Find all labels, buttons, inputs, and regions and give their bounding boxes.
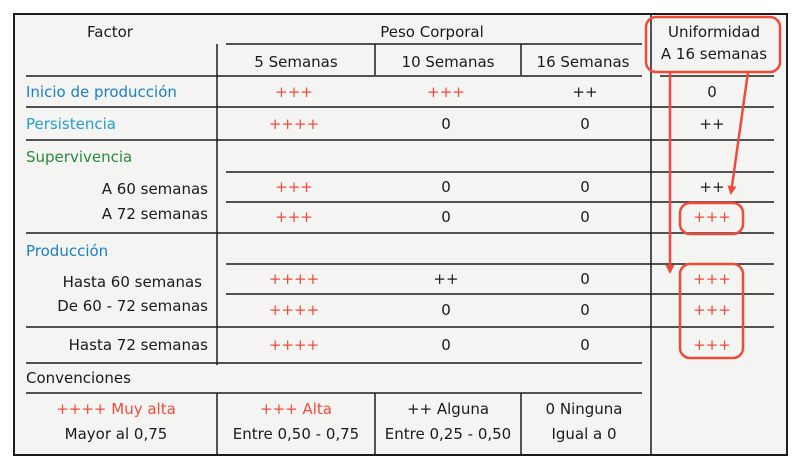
- uniformidad-highlight-box: [644, 15, 782, 74]
- inicio-5-semanas: +++: [275, 83, 313, 101]
- produccion-highlight-box: [678, 262, 745, 360]
- prod-h60-5-semanas: ++++: [268, 270, 320, 288]
- sup-60-16-semanas: 0: [580, 178, 590, 196]
- convenciones-title: Convenciones: [26, 369, 131, 387]
- header-10-semanas: 10 Semanas: [401, 53, 495, 71]
- conv-alguna: ++ Alguna: [406, 400, 490, 418]
- conv-alta-range: Entre 0,50 - 0,75: [232, 425, 360, 443]
- conv-muy-alta-range: Mayor al 0,75: [64, 425, 168, 443]
- header-16-semanas: 16 Semanas: [536, 53, 630, 71]
- table-background: [13, 13, 788, 456]
- header-uniformidad-line2: A 16 semanas: [660, 45, 768, 63]
- sup-60-5-semanas: +++: [275, 178, 313, 196]
- sup-60-uniformidad: ++: [699, 178, 725, 196]
- conv-ninguna-range: Igual a 0: [551, 425, 617, 443]
- header-uniformidad-line1: Uniformidad: [667, 23, 761, 41]
- header-5-semanas: 5 Semanas: [254, 53, 338, 71]
- label-produccion: Producción: [26, 242, 109, 260]
- inicio-16-semanas: ++: [572, 83, 598, 101]
- label-sup-72: A 72 semanas: [101, 205, 208, 223]
- label-inicio-produccion: Inicio de producción: [26, 83, 177, 101]
- prod-h72-uniformidad: +++: [693, 336, 731, 354]
- label-prod-hasta-60: Hasta 60 semanas: [62, 273, 202, 291]
- sup-72-uniformidad: +++: [693, 208, 731, 226]
- prod-60-72-16-semanas: 0: [580, 301, 590, 319]
- sup-72-5-semanas: +++: [275, 208, 313, 226]
- persistencia-uniformidad: ++: [699, 115, 725, 133]
- prod-60-72-uniformidad: +++: [693, 301, 731, 319]
- header-peso-corporal: Peso Corporal: [380, 23, 484, 41]
- label-supervivencia: Supervivencia: [26, 148, 133, 166]
- inicio-uniformidad: 0: [707, 83, 717, 101]
- prod-h60-16-semanas: 0: [580, 270, 590, 288]
- prod-h72-16-semanas: 0: [580, 336, 590, 354]
- label-prod-60-72: De 60 - 72 semanas: [57, 297, 208, 315]
- prod-60-72-10-semanas: 0: [441, 301, 451, 319]
- prod-h72-10-semanas: 0: [441, 336, 451, 354]
- arrow-to-sup-72: [727, 71, 750, 195]
- sup-60-10-semanas: 0: [441, 178, 451, 196]
- label-prod-hasta-72: Hasta 72 semanas: [68, 336, 208, 354]
- persistencia-16-semanas: 0: [580, 115, 590, 133]
- persistencia-5-semanas: ++++: [268, 115, 320, 133]
- prod-h72-5-semanas: ++++: [268, 336, 320, 354]
- sup-72-highlight-box: [678, 201, 745, 236]
- persistencia-10-semanas: 0: [441, 115, 451, 133]
- conv-muy-alta: ++++ Muy alta: [56, 400, 176, 418]
- inicio-10-semanas: +++: [427, 83, 465, 101]
- sup-72-10-semanas: 0: [441, 208, 451, 226]
- label-persistencia: Persistencia: [26, 115, 116, 133]
- label-sup-60: A 60 semanas: [101, 180, 208, 198]
- sup-72-16-semanas: 0: [580, 208, 590, 226]
- header-factor: Factor: [87, 23, 133, 41]
- prod-h60-10-semanas: ++: [433, 270, 459, 288]
- conv-alguna-range: Entre 0,25 - 0,50: [384, 425, 512, 443]
- prod-h60-uniformidad: +++: [693, 270, 731, 288]
- conv-ninguna: 0 Ninguna: [545, 400, 623, 418]
- prod-60-72-5-semanas: ++++: [268, 301, 320, 319]
- conv-alta: +++ Alta: [260, 400, 332, 418]
